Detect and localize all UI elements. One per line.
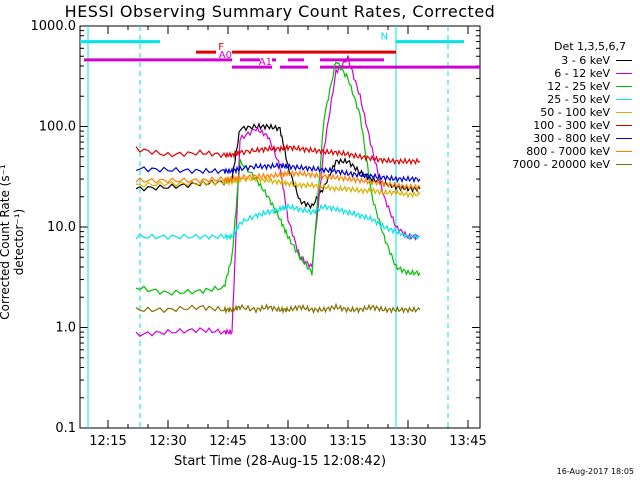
- series-line: [135, 61, 421, 296]
- legend-swatch: [616, 151, 632, 152]
- x-tick-label: 13:30: [389, 434, 426, 449]
- timestamp: 16-Aug-2017 18:05: [556, 467, 634, 476]
- x-tick-label: 12:45: [209, 434, 246, 449]
- legend-header: Det 1,3,5,6,7: [553, 40, 626, 53]
- legend-swatch: [616, 73, 632, 74]
- legend-label: 3 - 6 keV: [561, 54, 610, 67]
- legend-swatch: [616, 112, 632, 113]
- legend-swatch: [616, 164, 632, 165]
- legend-label: 7000 - 20000 keV: [512, 158, 610, 171]
- legend-item: 800 - 7000 keV: [486, 145, 636, 158]
- legend-swatch: [616, 99, 632, 100]
- legend-item: 50 - 100 keV: [486, 106, 636, 119]
- series-line: [135, 175, 421, 199]
- x-axis-label: Start Time (28-Aug-15 12:08:42): [173, 454, 387, 469]
- state-bar-label: A1: [259, 57, 272, 68]
- legend-item: 6 - 12 keV: [486, 67, 636, 80]
- y-tick-label: 1.0: [55, 321, 76, 336]
- state-bar-label: F: [218, 42, 224, 53]
- x-tick-label: 12:30: [149, 434, 186, 449]
- x-tick-label: 12:15: [89, 434, 126, 449]
- legend-item: 300 - 800 keV: [486, 132, 636, 145]
- legend-item: 100 - 300 keV: [486, 119, 636, 132]
- y-tick-label: 100.0: [39, 120, 76, 135]
- legend-item: 12 - 25 keV: [486, 80, 636, 93]
- series-line: [135, 302, 421, 315]
- legend-label: 6 - 12 keV: [554, 67, 610, 80]
- legend-swatch: [616, 138, 632, 139]
- legend-swatch: [616, 125, 632, 126]
- series-line: [135, 55, 421, 337]
- series-line: [135, 143, 421, 166]
- legend-item: 7000 - 20000 keV: [486, 158, 636, 171]
- legend-label: 25 - 50 keV: [547, 93, 610, 106]
- state-bar-label: N: [381, 32, 388, 43]
- legend-swatch: [616, 60, 632, 61]
- legend-label: 800 - 7000 keV: [526, 145, 610, 158]
- chart-title: HESSI Observing Summary Count Rates, Cor…: [64, 2, 496, 21]
- series-line: [135, 202, 421, 242]
- x-tick-label: 13:15: [329, 434, 366, 449]
- x-tick-label: 13:45: [449, 434, 486, 449]
- y-tick-label: 0.1: [55, 421, 76, 436]
- state-bar-label: A0: [219, 50, 232, 61]
- y-tick-label: 10.0: [47, 220, 76, 235]
- series-line: [135, 161, 421, 184]
- legend-item: 25 - 50 keV: [486, 93, 636, 106]
- legend-label: 50 - 100 keV: [540, 106, 610, 119]
- legend-label: 12 - 25 keV: [547, 80, 610, 93]
- chart-legend: Det 1,3,5,6,7 3 - 6 keV 6 - 12 keV 12 - 25…: [486, 40, 636, 171]
- legend-label: 100 - 300 keV: [533, 119, 610, 132]
- legend-item: 3 - 6 keV: [486, 54, 636, 67]
- y-axis-label: Corrected Count Rate (s⁻¹ detector⁻¹): [0, 164, 26, 320]
- series-line: [135, 168, 421, 192]
- legend-label: 300 - 800 keV: [533, 132, 610, 145]
- y-tick-label: 1000.0: [31, 19, 77, 34]
- legend-swatch: [616, 86, 632, 87]
- x-tick-label: 13:00: [269, 434, 306, 449]
